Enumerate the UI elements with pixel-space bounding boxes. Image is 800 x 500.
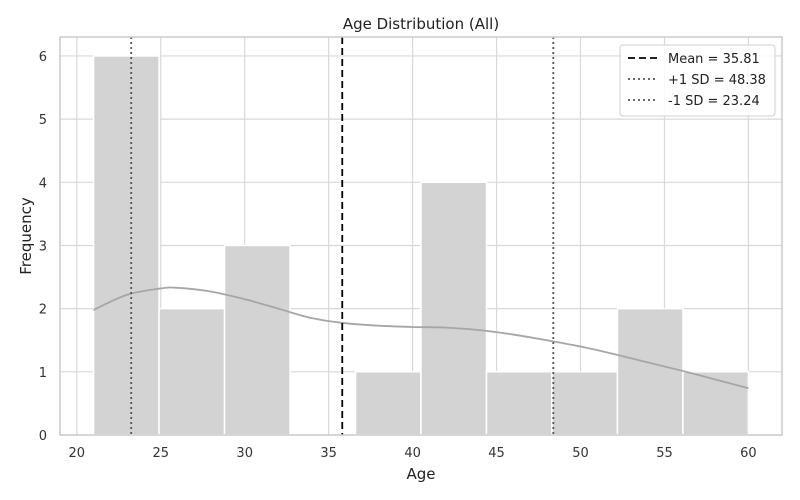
legend: Mean = 35.81 +1 SD = 48.38 -1 SD = 23.24 [619, 44, 776, 117]
x-tick-label: 20 [69, 446, 86, 461]
y-tick-label: 2 [39, 303, 47, 318]
x-tick-label: 40 [404, 446, 421, 461]
histogram-bar [223, 244, 291, 436]
histogram-bar [551, 371, 619, 436]
histogram-bar [616, 307, 684, 436]
kde-curve [93, 286, 749, 390]
y-tick-label: 5 [39, 113, 47, 128]
x-axis-label: Age [406, 465, 435, 483]
y-tick-label: 4 [39, 176, 47, 191]
x-tick-label: 55 [656, 446, 673, 461]
legend-label: +1 SD = 48.38 [668, 73, 766, 88]
x-tick-label: 60 [740, 446, 757, 461]
histogram-bar [92, 55, 160, 436]
x-tick-label: 25 [152, 446, 169, 461]
histogram-bar [158, 307, 226, 436]
plot-frame [59, 36, 783, 436]
reference-lines [130, 37, 555, 435]
kde-line [93, 286, 749, 390]
legend-box [619, 44, 776, 117]
y-tick-label: 3 [39, 239, 47, 254]
x-axis-ticks: 20 25 30 35 40 45 50 55 60 [69, 446, 757, 461]
x-tick-label: 30 [236, 446, 253, 461]
x-tick-label: 35 [320, 446, 337, 461]
histogram-bar [420, 181, 488, 436]
y-tick-label: 6 [39, 50, 47, 65]
chart-title: Age Distribution (All) [343, 15, 499, 33]
histogram-bar [682, 371, 750, 436]
y-axis-label: Frequency [17, 197, 35, 275]
histogram-bar [354, 371, 422, 436]
legend-label: -1 SD = 23.24 [668, 94, 760, 109]
x-tick-label: 50 [572, 446, 589, 461]
y-axis-ticks: 0 1 2 3 4 5 6 [39, 50, 47, 444]
y-tick-label: 0 [39, 429, 47, 444]
histogram-bar [485, 371, 553, 436]
x-tick-label: 45 [488, 446, 505, 461]
legend-label: Mean = 35.81 [668, 52, 760, 67]
y-tick-label: 1 [39, 366, 47, 381]
histogram-bars [92, 55, 750, 436]
